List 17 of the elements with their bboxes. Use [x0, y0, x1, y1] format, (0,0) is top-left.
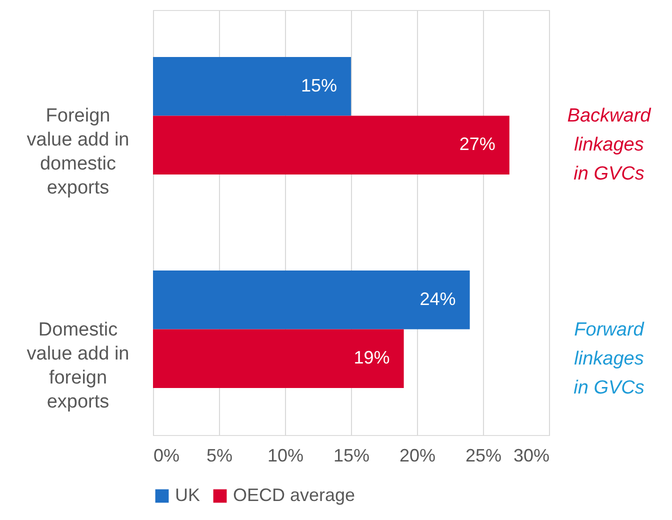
x-tick-label: 5% [206, 446, 233, 466]
text: Forward linkages in GVCs [574, 319, 646, 398]
x-tick-label: 10% [267, 446, 304, 466]
x-tick-label: 30% [513, 446, 550, 466]
data-label: 27% [459, 134, 496, 154]
legend-label: UK [175, 485, 200, 505]
legend-label: OECD average [233, 485, 356, 505]
x-tick-label: 20% [399, 446, 436, 466]
data-label: 19% [354, 348, 390, 368]
data-label: 24% [420, 288, 456, 309]
y-tick-label: Domestic value add in foreign exports [26, 319, 130, 412]
x-tick-label: 0% [154, 446, 180, 466]
x-tick-label: 25% [465, 446, 502, 466]
text: Backward linkages in GVCs [567, 106, 652, 185]
x-tick-label: 15% [333, 446, 370, 466]
data-label: 15% [300, 75, 337, 96]
y-tick-label: Foreign value add in domestic exports [26, 106, 130, 199]
